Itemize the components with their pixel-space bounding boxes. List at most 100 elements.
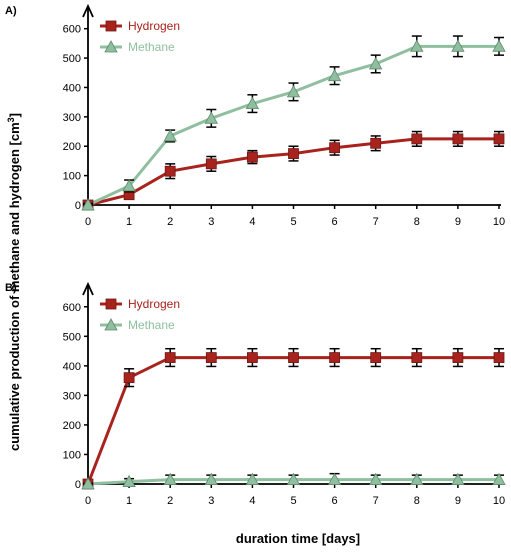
panel-b-legend-swatch-marker	[105, 298, 117, 310]
panel-b-series-methane-point	[163, 472, 177, 485]
panel-a-series-methane-point	[327, 68, 342, 82]
panel-a-x-tick-label: 0	[85, 216, 91, 228]
panel-b: B) 0 100 200 300 400 500 600 0 1 2 3 4 5 6 7 8 9 10 Hydroge…	[5, 281, 506, 507]
panel-b-series-methane-point	[451, 472, 465, 485]
panel-a-series-hydrogen-point	[370, 137, 382, 149]
panel-a-y-tick-label: 400	[63, 82, 81, 94]
panel-b-legend-label: Hydrogen	[128, 297, 180, 311]
panel-a-x-tick-label: 4	[249, 216, 255, 228]
panel-a-series-hydrogen-point	[164, 165, 176, 177]
panel-a-legend-swatch-marker	[105, 20, 117, 32]
panel-a-series-hydrogen-point	[493, 133, 505, 145]
panel-a-x-tick-label: 3	[208, 216, 214, 228]
panel-b-series-hydrogen-point	[123, 372, 135, 384]
panel-a-series-methane-point	[451, 39, 465, 52]
panel-b-series-methane-point	[81, 477, 95, 490]
y-axis-title-superscript: 3	[6, 117, 16, 122]
panel-a-series-methane-point	[492, 39, 506, 52]
panel-b-series-methane-point	[245, 472, 260, 485]
panel-b-y-tick-label: 600	[63, 302, 81, 314]
panel-b-series-hydrogen-line	[86, 356, 499, 485]
panel-a-x-tick-label: 8	[414, 216, 420, 228]
panel-b-legend-item-methane: Methane	[100, 318, 175, 332]
panel-b-series-hydrogen-point	[288, 352, 299, 363]
panel-a-legend-item-hydrogen: Hydrogen	[100, 19, 180, 33]
panel-b-series-hydrogen-point	[205, 352, 217, 363]
panel-a-y-tick-label: 500	[63, 53, 81, 65]
panel-b-legend-item-hydrogen: Hydrogen	[100, 297, 180, 311]
panel-a-label: A)	[5, 5, 17, 17]
panel-b-x-tick-label: 4	[249, 495, 255, 507]
panel-a-x-tick-label: 6	[332, 216, 338, 228]
panel-b-x-tick-label: 5	[290, 495, 296, 507]
panel-b-legend-label: Methane	[128, 318, 175, 332]
panel-a-series-methane-point	[81, 198, 95, 211]
panel-a-series-hydrogen-point	[205, 158, 217, 170]
panel-b-x-tick-label: 1	[126, 495, 132, 507]
panel-a-series-methane-line	[87, 44, 499, 207]
panel-a-x-tick-label: 10	[493, 216, 505, 228]
panel-b-y-tick-label: 100	[63, 449, 81, 461]
panel-a-y-axis-arrow	[82, 3, 94, 18]
panel-b-y-tick-label: 500	[63, 331, 81, 343]
panel-a: A) 0 100 200 300 400 500 600 0 1 2 3 4 5 6 7 8 9 10 Hydroge…	[5, 3, 506, 228]
panel-a-series-methane-point	[286, 85, 301, 98]
panel-a-x-tick-label: 7	[373, 216, 379, 228]
panel-b-series-hydrogen-point	[246, 352, 258, 363]
y-axis-title-end: ]	[7, 113, 22, 117]
panel-a-series-hydrogen-point	[288, 148, 299, 159]
panel-b-series-methane-point	[492, 472, 506, 485]
panel-b-y-tick-label: 400	[63, 361, 81, 373]
panel-b-series-hydrogen-point	[493, 352, 505, 363]
panel-b-x-tick-label: 0	[85, 495, 91, 507]
y-axis-title-main: cumulative production of methane and hyd…	[7, 122, 22, 451]
panel-a-legend-label: Methane	[128, 40, 175, 54]
panel-a-y-tick-label: 300	[63, 112, 81, 124]
panel-b-series-methane-point	[122, 474, 136, 488]
panel-a-x-tick-label: 1	[126, 216, 132, 228]
panel-a-y-tick-label: 0	[75, 200, 81, 212]
panel-a-legend-swatch-marker	[104, 40, 118, 53]
panel-b-x-tick-label: 7	[373, 495, 379, 507]
panel-a-series-hydrogen-point	[452, 133, 464, 145]
panel-a-series-methane-point	[245, 96, 260, 110]
panel-b-y-tick-label: 200	[63, 420, 81, 432]
panel-b-legend-swatch-marker	[104, 318, 118, 331]
panel-b-series-hydrogen-point	[329, 352, 341, 363]
x-axis-title: duration time [days]	[236, 531, 360, 546]
panel-b-series-methane-point	[327, 472, 342, 485]
panel-b-series-methane-point	[369, 472, 383, 485]
panel-b-series-hydrogen-point	[370, 352, 382, 363]
panel-b-x-tick-label: 2	[167, 495, 173, 507]
panel-a-series-hydrogen-point	[329, 142, 341, 154]
panel-a-series-methane-point	[369, 57, 383, 70]
panel-b-series-hydrogen-point	[452, 352, 464, 363]
panel-b-x-tick-label: 8	[414, 495, 420, 507]
panel-a-series-methane-point	[410, 39, 424, 52]
panel-b-y-axis-arrow	[82, 281, 94, 296]
panel-b-x-tick-label: 6	[332, 495, 338, 507]
panel-a-series-methane-point	[163, 129, 177, 142]
panel-a-legend-item-methane: Methane	[100, 40, 175, 54]
panel-a-x-tick-label: 2	[167, 216, 173, 228]
panel-a-y-tick-label: 200	[63, 141, 81, 153]
panel-b-series-methane-point	[410, 472, 424, 485]
panel-b-x-tick-label: 10	[493, 495, 505, 507]
panel-a-legend-label: Hydrogen	[128, 19, 180, 33]
y-axis-title: cumulative production of methane and hyd…	[6, 113, 22, 451]
panel-b-label: B)	[5, 282, 17, 294]
panel-b-series-methane-point	[204, 472, 218, 485]
panel-b-series-methane-point	[286, 472, 301, 485]
panel-a-legend: Hydrogen Methane	[100, 19, 180, 54]
panel-a-x-tick-label: 5	[290, 216, 296, 228]
panel-a-series-methane-point	[204, 111, 218, 124]
panel-b-series-hydrogen-point	[164, 352, 176, 363]
panel-a-x-tick-label: 9	[455, 216, 461, 228]
panel-a-y-tick-label: 600	[63, 24, 81, 36]
panel-a-y-tick-label: 100	[63, 171, 81, 183]
panel-b-legend: Hydrogen Methane	[100, 297, 180, 332]
panel-a-series-hydrogen-point	[246, 151, 258, 163]
panel-a-series-methane-point	[122, 179, 136, 192]
